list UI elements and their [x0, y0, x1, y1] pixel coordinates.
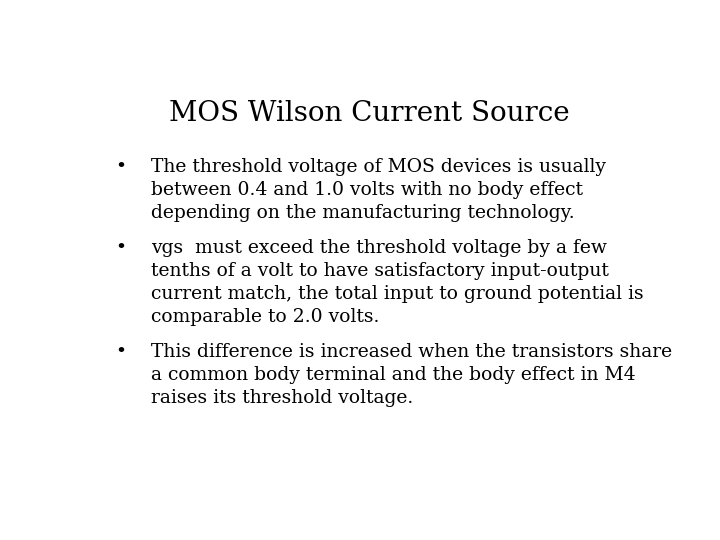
Text: •: • [115, 158, 126, 177]
Text: a common body terminal and the body effect in M4: a common body terminal and the body effe… [151, 366, 636, 384]
Text: raises its threshold voltage.: raises its threshold voltage. [151, 389, 413, 407]
Text: tenths of a volt to have satisfactory input-output: tenths of a volt to have satisfactory in… [151, 262, 609, 280]
Text: •: • [115, 239, 126, 258]
Text: vgs  must exceed the threshold voltage by a few: vgs must exceed the threshold voltage by… [151, 239, 607, 258]
Text: between 0.4 and 1.0 volts with no body effect: between 0.4 and 1.0 volts with no body e… [151, 181, 583, 199]
Text: MOS Wilson Current Source: MOS Wilson Current Source [168, 100, 570, 127]
Text: •: • [115, 343, 126, 361]
Text: comparable to 2.0 volts.: comparable to 2.0 volts. [151, 308, 379, 326]
Text: depending on the manufacturing technology.: depending on the manufacturing technolog… [151, 204, 575, 222]
Text: current match, the total input to ground potential is: current match, the total input to ground… [151, 285, 644, 303]
Text: The threshold voltage of MOS devices is usually: The threshold voltage of MOS devices is … [151, 158, 606, 177]
Text: This difference is increased when the transistors share: This difference is increased when the tr… [151, 343, 672, 361]
